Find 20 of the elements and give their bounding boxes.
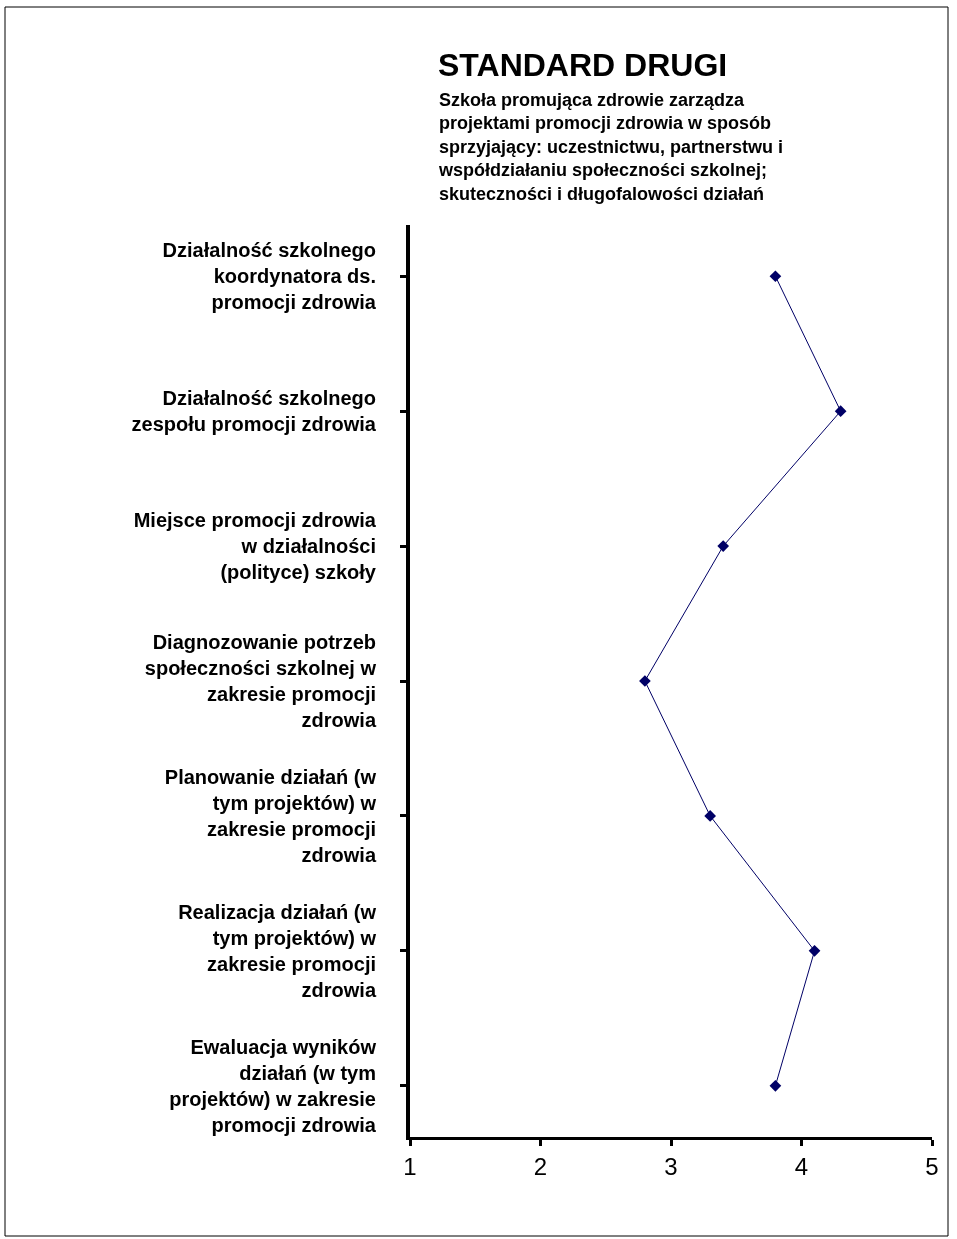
- y-tick-label: Ewaluacja wyników działań (w tym projektów) w zakresie promocji zdrowia: [169, 1035, 377, 1136]
- x-tick-label: 4: [794, 1152, 809, 1180]
- y-tick-label: Działalność szkolnego koordynatora ds. promocji zdrowia: [162, 239, 377, 314]
- point: [834, 405, 847, 417]
- y-tick-label: Diagnozowanie potrzeb społeczności szkolnej w zakresie promocji zdrowia: [144, 631, 377, 731]
- x-tick-label: 3: [664, 1152, 678, 1180]
- x-tick-label: 5: [925, 1152, 939, 1180]
- point: [769, 1079, 782, 1092]
- y-tick-label: Działalność szkolnego zespołu promocji zdrowia: [131, 387, 377, 436]
- y-tick-label: Planowanie działań (w tym projektów) w zakresie promocji zdrowia: [164, 765, 377, 866]
- point: [717, 540, 730, 552]
- y-tick-label: Realizacja działań (w tym projektów) w zakresie promocji zdrowia: [178, 900, 377, 1001]
- x-tick-label: 1: [403, 1152, 417, 1180]
- point: [808, 945, 821, 957]
- point: [769, 270, 782, 283]
- y-tick-label: Miejsce promocji zdrowia w działalności (polityce) szkoły: [133, 509, 377, 584]
- chart-title: STANDARD DRUGI: [438, 47, 728, 83]
- x-tick-label: 2: [533, 1152, 548, 1180]
- point: [704, 810, 716, 822]
- chart-subtitle: Szkoła promująca zdrowie zarządza projektami promocji zdrowia w sposób sprzyjający: uczestnictwu, partnerstwu i współdziałaniu społeczności szkolnej; skuteczności i długofalowości działań: [438, 90, 784, 204]
